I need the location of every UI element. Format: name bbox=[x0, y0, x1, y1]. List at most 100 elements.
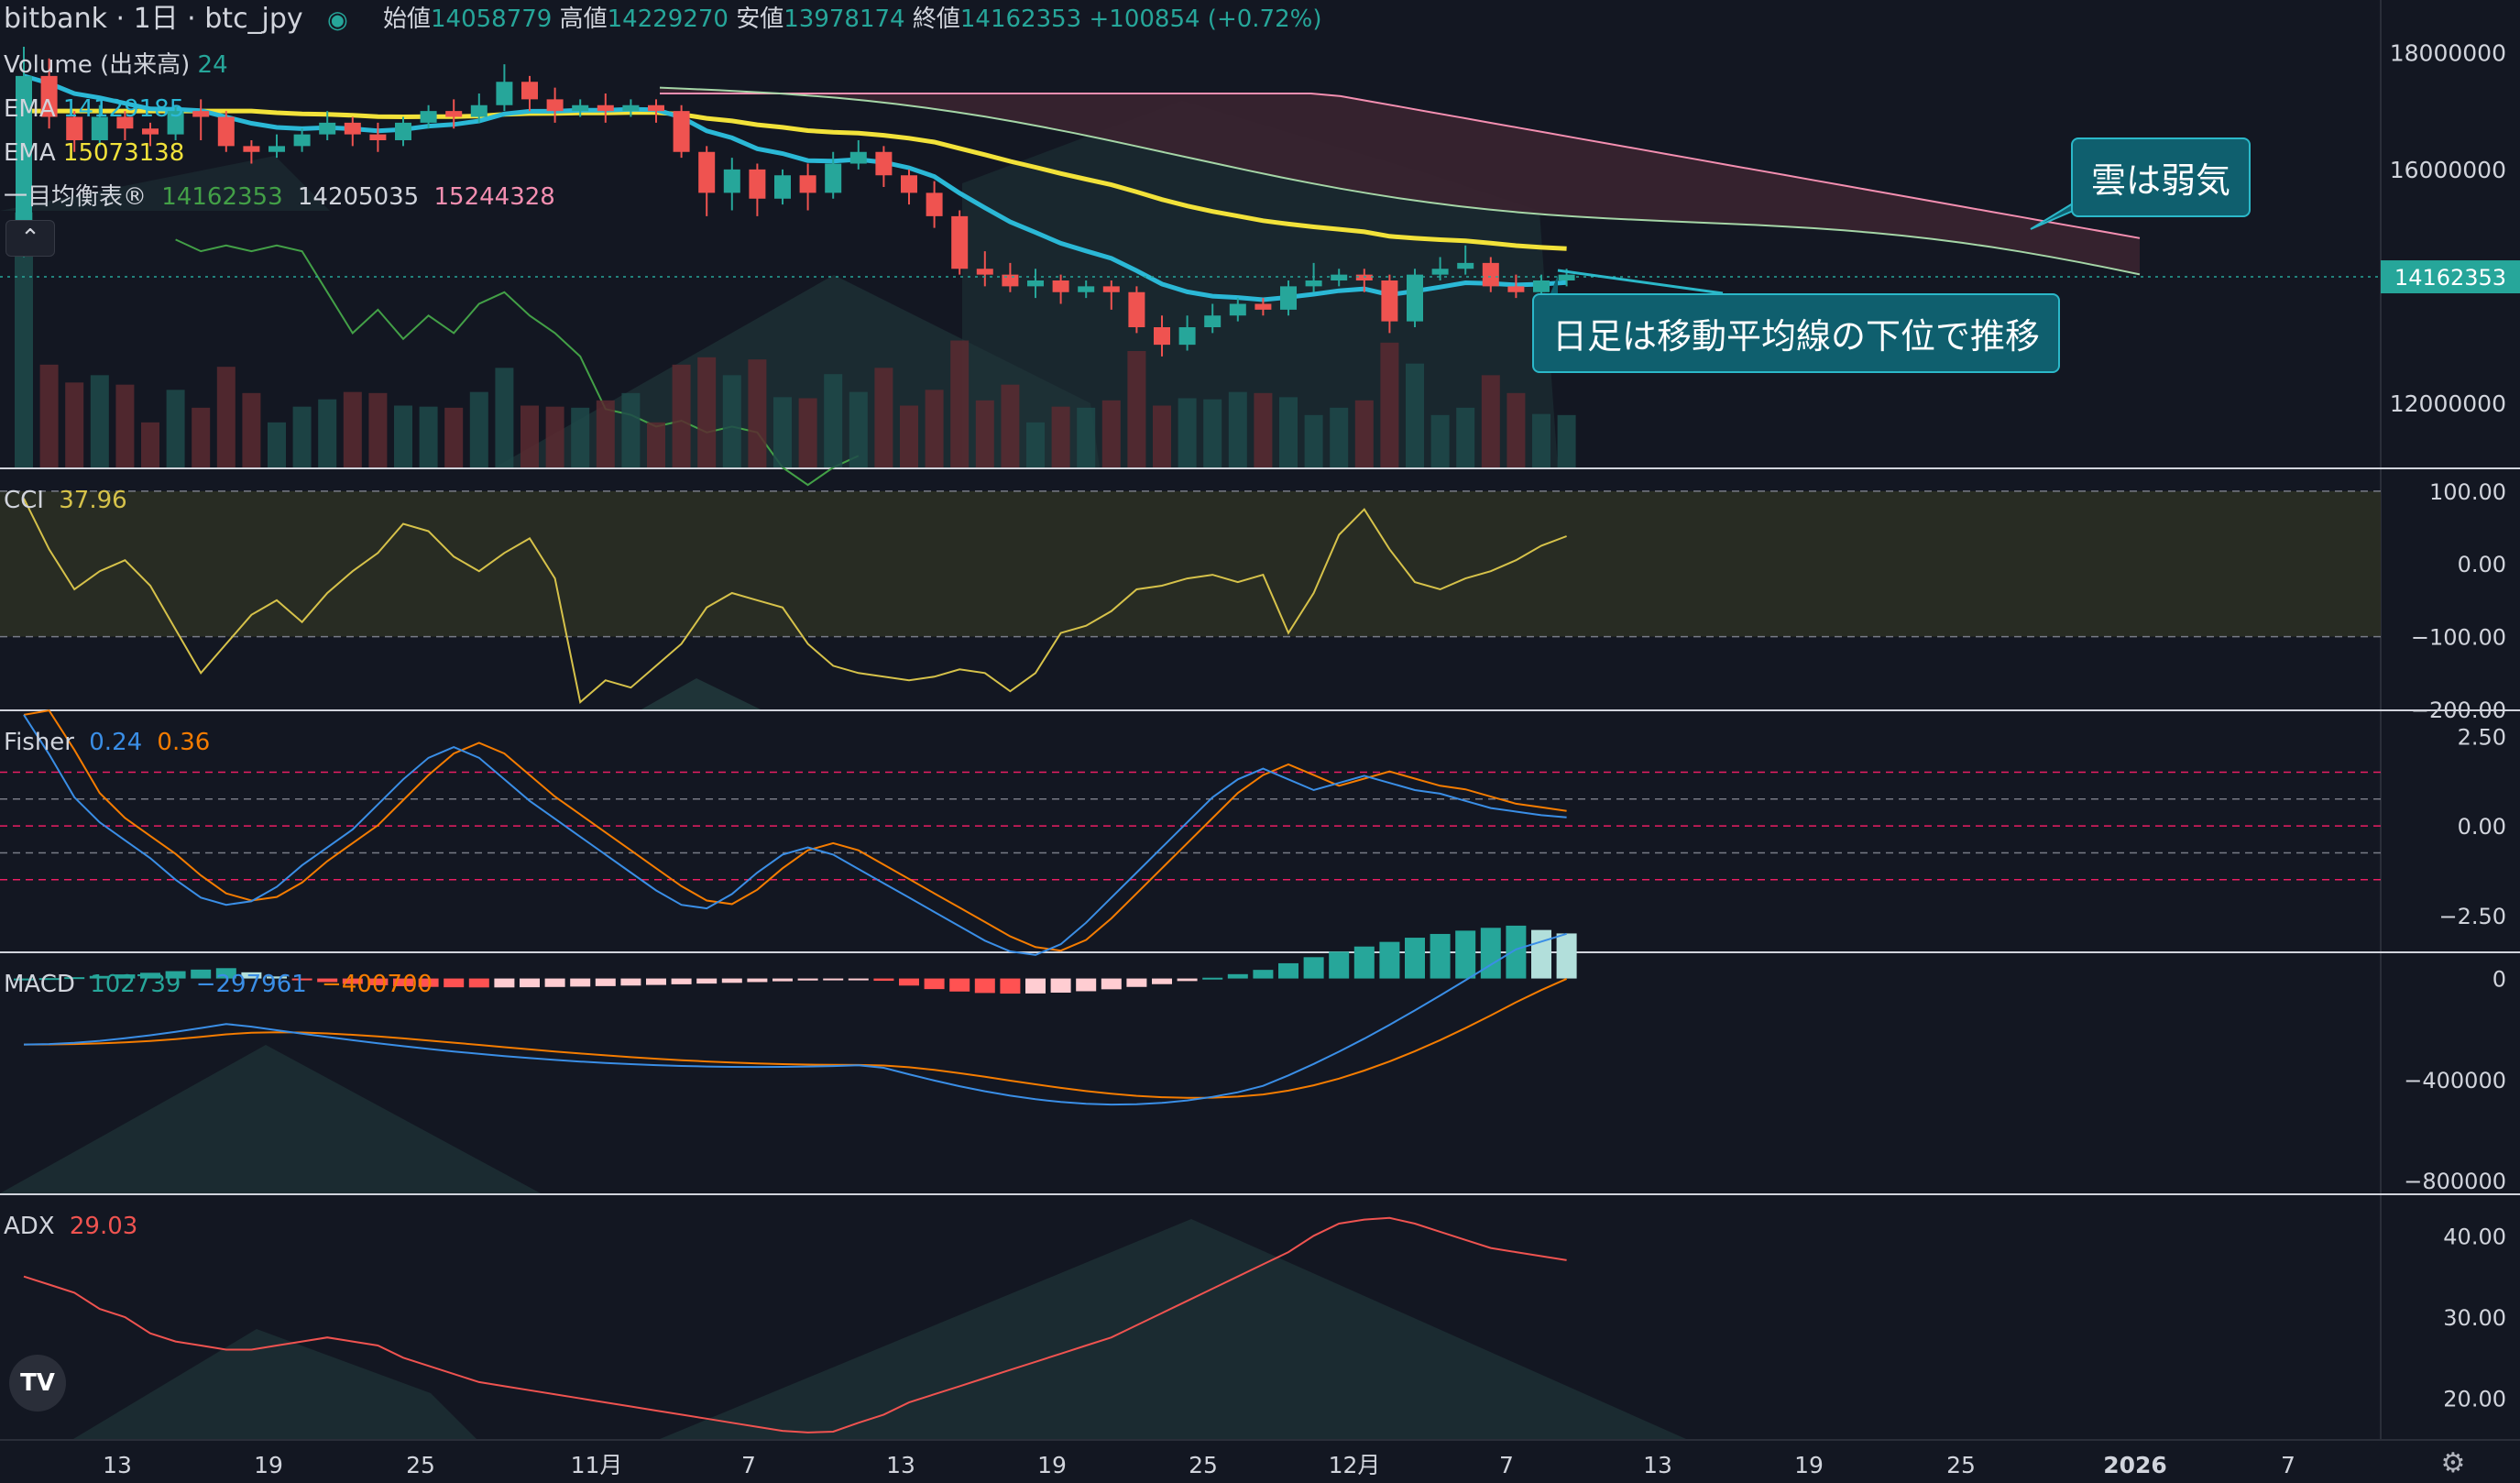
volume-bar bbox=[1051, 406, 1070, 467]
settings-gear-icon[interactable]: ⚙ bbox=[2440, 1447, 2466, 1479]
legend-fisher-label: Fisher bbox=[4, 729, 74, 756]
cci-line bbox=[23, 498, 1567, 704]
macd-histogram-bar bbox=[241, 972, 262, 979]
volume-bar bbox=[268, 422, 286, 467]
macd-histogram-bar bbox=[974, 978, 995, 994]
open-label: 始値 bbox=[383, 5, 432, 33]
close-label: 終値 bbox=[912, 5, 960, 33]
volume-bar bbox=[141, 422, 159, 467]
time-tick-label: 7 bbox=[1499, 1452, 1514, 1478]
fisher-line bbox=[23, 714, 1567, 956]
candle-body bbox=[673, 111, 690, 152]
volume-bar bbox=[192, 407, 211, 467]
macd-histogram-bar bbox=[1353, 946, 1375, 979]
cloud-note-callout[interactable]: 雲は弱気 bbox=[2071, 137, 2252, 217]
macd-histogram-bar bbox=[267, 976, 287, 979]
tradingview-logo[interactable]: TV bbox=[9, 1355, 66, 1412]
adx-tick-label: 20.00 bbox=[2443, 1387, 2506, 1412]
volume-bar bbox=[1203, 399, 1222, 467]
cloud-note-text: 雲は弱気 bbox=[2091, 160, 2231, 201]
macd-histogram-bar bbox=[317, 978, 338, 983]
macd-histogram-bar bbox=[14, 978, 34, 981]
volume-bar bbox=[1026, 422, 1045, 467]
macd-histogram-bar bbox=[89, 975, 110, 979]
volume-bar bbox=[292, 406, 312, 467]
macd-histogram-bar bbox=[1379, 941, 1400, 979]
macd-histogram-bar bbox=[1455, 930, 1476, 979]
symbol-title[interactable]: bitbank · 1日 · btc_jpy ◉ bbox=[4, 3, 348, 35]
volume-bar bbox=[1077, 407, 1096, 467]
candle-body bbox=[976, 269, 993, 275]
legend-ema-slow-value: 15073138 bbox=[62, 139, 185, 167]
candle-body bbox=[1533, 280, 1550, 292]
legend-ichimoku-v3: 15244328 bbox=[433, 183, 555, 211]
low-label: 安値 bbox=[736, 5, 784, 33]
macd-tick-label: −400000 bbox=[2404, 1068, 2506, 1093]
collapse-legend-button[interactable]: ⌃ bbox=[5, 220, 55, 257]
symbol-name: bitbank · 1日 · btc_jpy bbox=[4, 3, 303, 35]
candle-body bbox=[1027, 280, 1044, 287]
candle-body bbox=[1178, 327, 1196, 346]
time-tick-label: 19 bbox=[1037, 1452, 1067, 1478]
volume-bar bbox=[469, 391, 488, 467]
candle-body bbox=[395, 122, 411, 140]
legend-ema-slow[interactable]: EMA 15073138 bbox=[4, 139, 184, 167]
candle-body bbox=[1280, 286, 1297, 310]
legend-cci[interactable]: CCI 37.96 bbox=[4, 487, 127, 514]
ichimoku-span-a bbox=[659, 86, 2141, 276]
live-dot-icon: ◉ bbox=[326, 6, 348, 34]
volume-bar bbox=[1354, 400, 1374, 467]
volume-bar bbox=[394, 405, 412, 467]
candle-body bbox=[369, 134, 387, 140]
macd-histogram-bar bbox=[646, 978, 666, 985]
candle-body bbox=[825, 163, 842, 193]
open-value: 14058779 bbox=[431, 5, 553, 33]
candle-body bbox=[698, 151, 716, 193]
fisher-tick-label: 2.50 bbox=[2458, 724, 2506, 750]
volume-bar bbox=[596, 400, 615, 467]
candle-body bbox=[648, 104, 664, 112]
macd-histogram-bar bbox=[1278, 962, 1298, 979]
volume-bar bbox=[39, 364, 59, 467]
macd-histogram-bar bbox=[140, 972, 160, 979]
volume-bar bbox=[318, 399, 337, 467]
volume-bar bbox=[1481, 375, 1500, 467]
candle-body bbox=[16, 75, 32, 228]
cci-tick-label: −100.00 bbox=[2411, 625, 2506, 651]
macd-histogram-bar bbox=[215, 968, 236, 979]
candle-body bbox=[420, 111, 437, 123]
legend-cci-label: CCI bbox=[4, 487, 44, 514]
legend-volume[interactable]: Volume (出来高) 24 bbox=[4, 51, 228, 79]
ma-note-text: 日足は移動平均線の下位で推移 bbox=[1552, 316, 2041, 357]
candle-body bbox=[1078, 286, 1095, 292]
volume-bar bbox=[722, 375, 741, 467]
candle-body bbox=[142, 128, 159, 135]
high-label: 高値 bbox=[559, 5, 608, 33]
legend-adx[interactable]: ADX 29.03 bbox=[4, 1213, 137, 1240]
macd-histogram-bar bbox=[444, 978, 465, 988]
legend-macd-v2: −297961 bbox=[195, 971, 307, 998]
volume-bar bbox=[1279, 397, 1298, 467]
legend-macd-label: MACD bbox=[4, 971, 75, 998]
legend-macd[interactable]: MACD 102739 −297961 −400700 bbox=[4, 971, 433, 998]
legend-fisher[interactable]: Fisher 0.24 0.36 bbox=[4, 729, 210, 756]
ema-slow-line bbox=[24, 108, 1567, 251]
macd-histogram-bar bbox=[797, 978, 818, 981]
time-tick-label: 13 bbox=[886, 1452, 915, 1478]
macd-histogram-bar bbox=[1303, 957, 1324, 979]
legend-ema-fast[interactable]: EMA 14129185 bbox=[4, 95, 184, 123]
cci-tick-label: 100.00 bbox=[2429, 479, 2506, 505]
macd-histogram-bar bbox=[1480, 928, 1501, 979]
volume-bar bbox=[216, 367, 236, 467]
volume-bar bbox=[1001, 384, 1020, 467]
legend-ichimoku[interactable]: 一目均衡表® 14162353 14205035 15244328 bbox=[4, 183, 555, 211]
ma-note-callout[interactable]: 日足は移動平均線の下位で推移 bbox=[1532, 293, 2061, 373]
macd-histogram-bar bbox=[1329, 951, 1350, 979]
volume-bar bbox=[975, 400, 994, 467]
macd-histogram-bar bbox=[696, 978, 718, 984]
macd-histogram-bar bbox=[1126, 978, 1147, 987]
candle-body bbox=[1381, 280, 1398, 322]
time-tick-label: 19 bbox=[254, 1452, 283, 1478]
candle-body bbox=[774, 175, 791, 199]
